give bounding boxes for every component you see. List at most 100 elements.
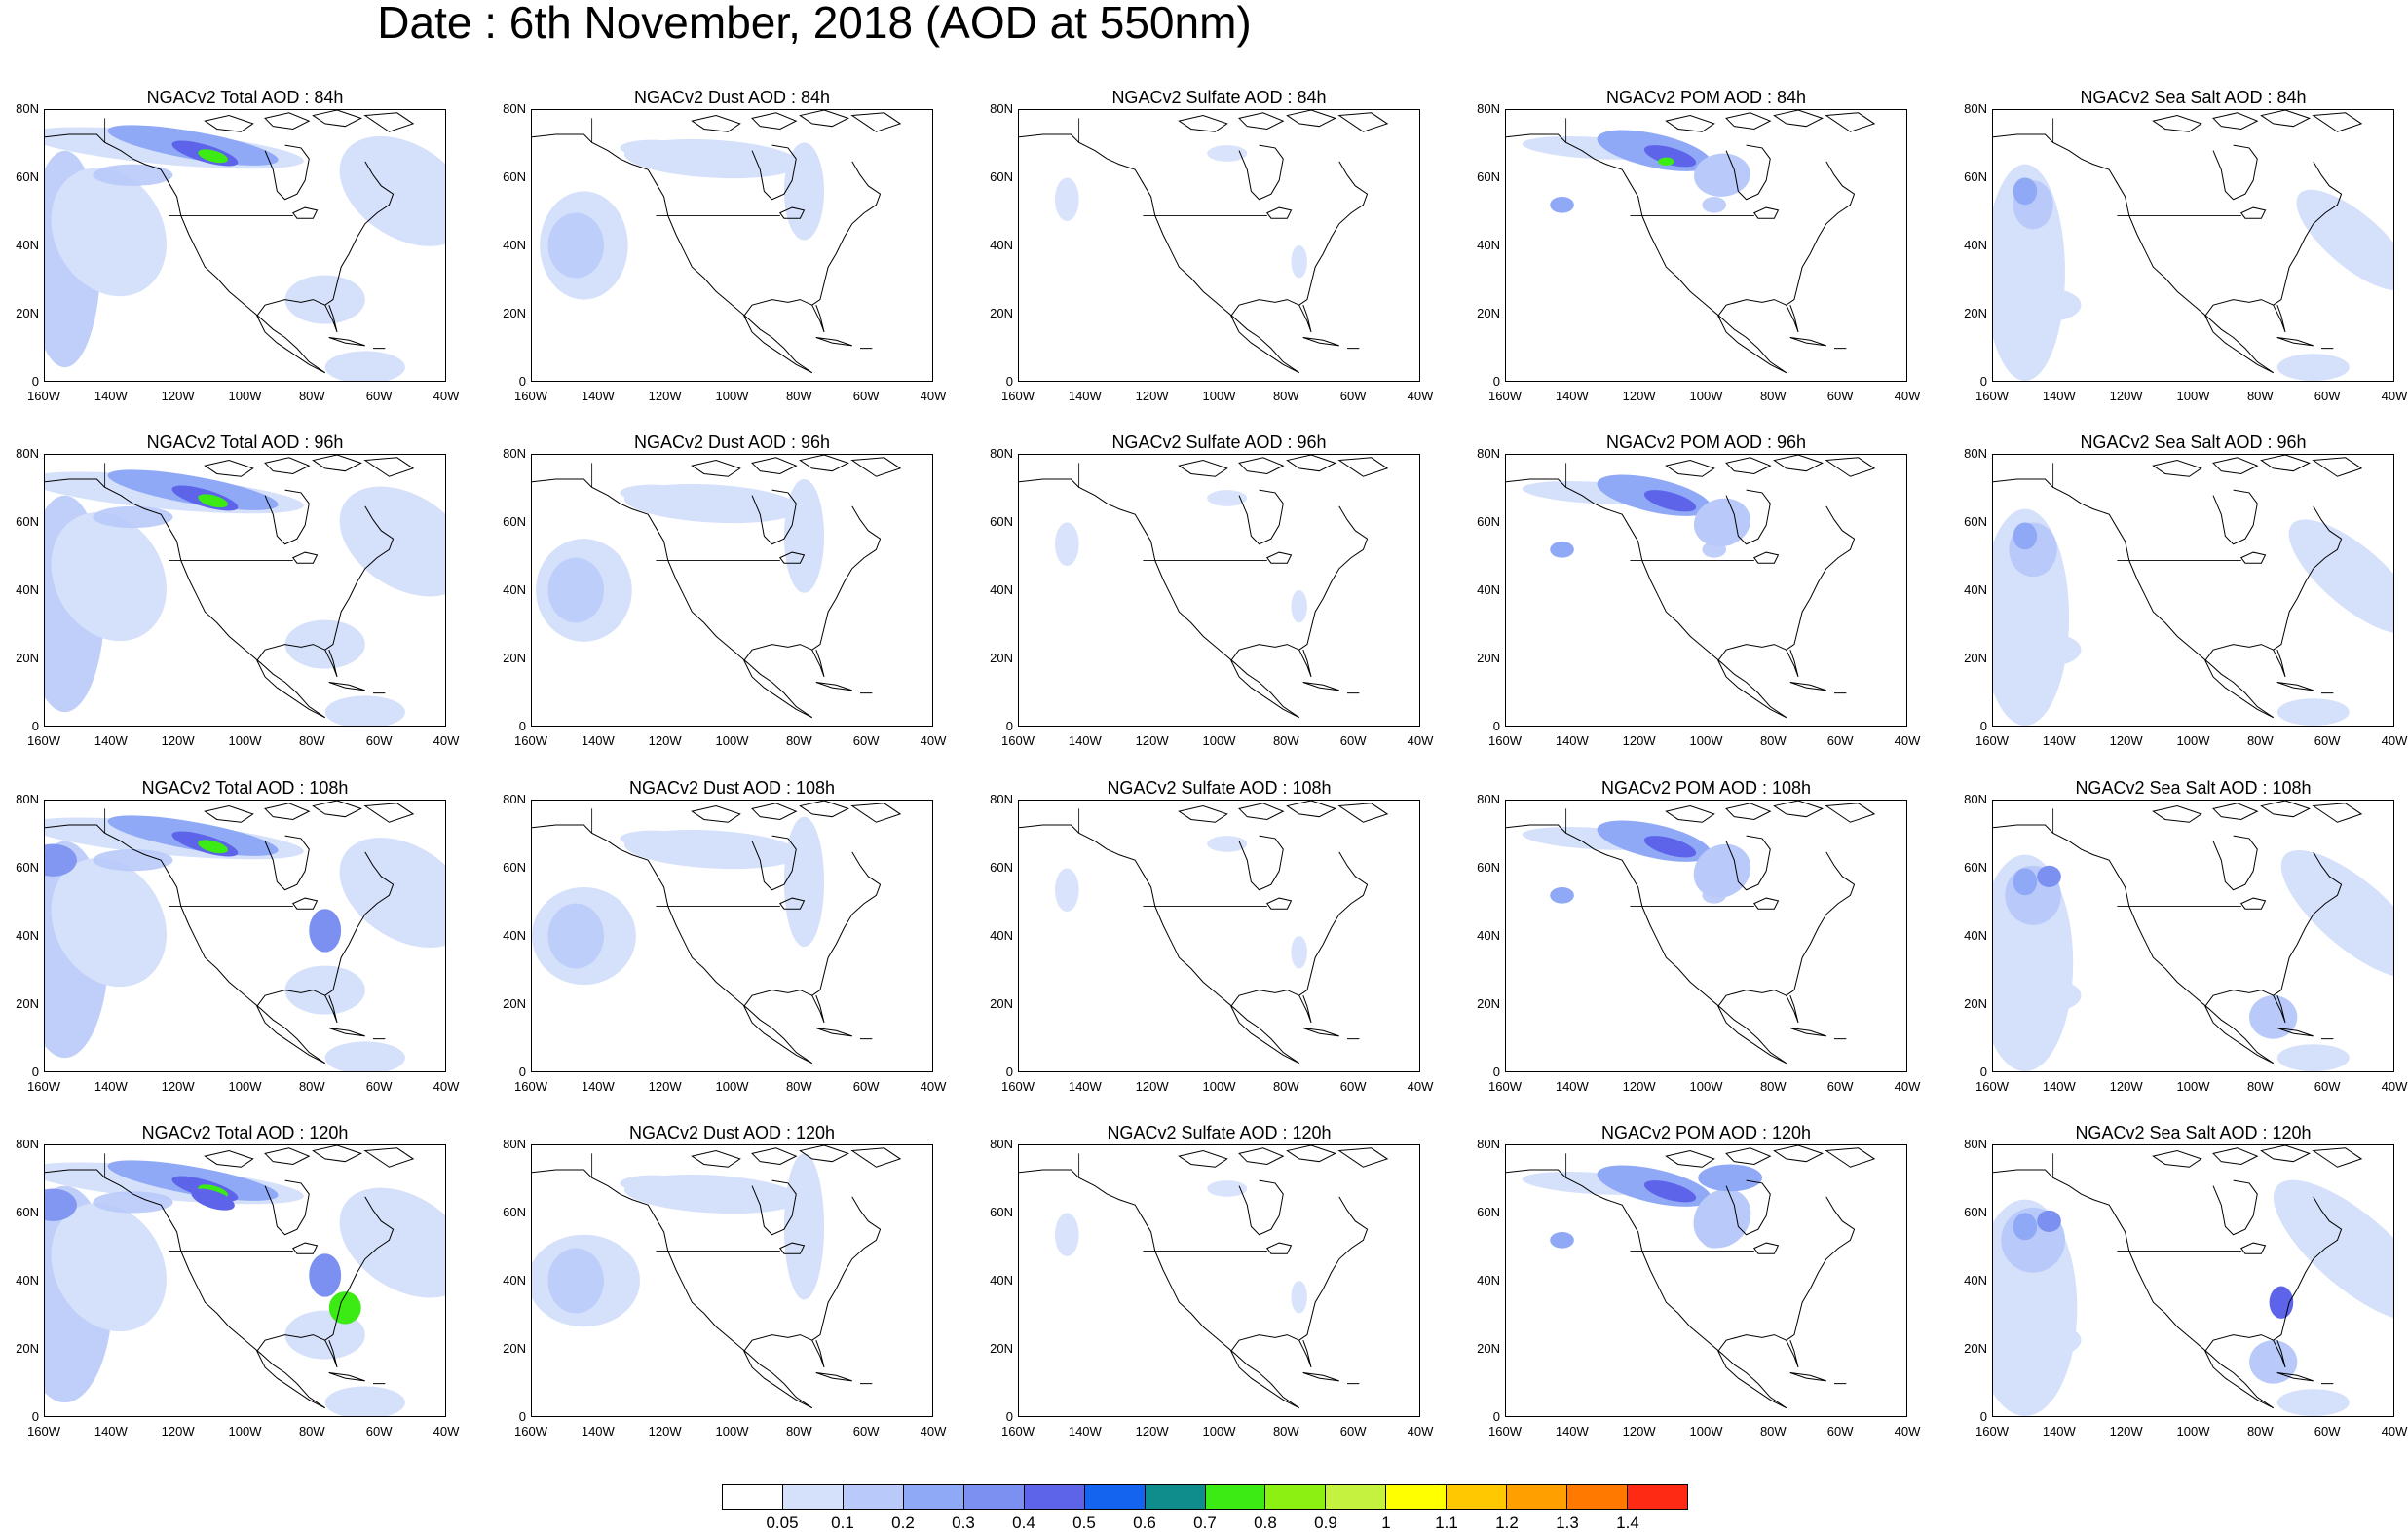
lon-label: 40W bbox=[2381, 389, 2408, 403]
lat-label: 40N bbox=[1477, 582, 1500, 597]
colorbar-box bbox=[1145, 1485, 1206, 1509]
lon-label: 80W bbox=[1272, 389, 1299, 403]
coastline bbox=[257, 1197, 394, 1408]
lat-label: 20N bbox=[1964, 996, 1987, 1011]
coastline bbox=[816, 338, 852, 346]
panel-title: NGACv2 POM AOD : 120h bbox=[1600, 1123, 1812, 1142]
lat-label: 20N bbox=[1964, 1341, 1987, 1356]
coastline bbox=[1826, 1148, 1874, 1167]
map-frame bbox=[1992, 1144, 2394, 1417]
lon-label: 40W bbox=[433, 1424, 460, 1439]
lat-label: 20N bbox=[990, 651, 1013, 665]
lon-label: 140W bbox=[2042, 1424, 2076, 1439]
lon-label: 140W bbox=[1555, 733, 1589, 748]
lat-label: 0 bbox=[31, 374, 39, 389]
colorbar bbox=[722, 1484, 1688, 1510]
coastline bbox=[2153, 806, 2201, 823]
lon-label: 40W bbox=[920, 733, 947, 748]
lon-label: 160W bbox=[27, 1079, 60, 1094]
panel-title: NGACv2 Sea Salt AOD : 84h bbox=[2080, 88, 2307, 107]
lat-label: 60N bbox=[1477, 514, 1500, 529]
aod-plume bbox=[284, 619, 365, 669]
lon-label: 40W bbox=[1894, 733, 1921, 748]
lat-label: 80N bbox=[16, 446, 39, 461]
aod-plume bbox=[93, 505, 173, 529]
lon-label: 40W bbox=[2381, 1424, 2408, 1439]
lat-label: 20N bbox=[503, 306, 526, 320]
coastline bbox=[1303, 338, 1339, 346]
lat-label: 60N bbox=[503, 1205, 526, 1219]
coastline bbox=[800, 455, 847, 471]
coastline bbox=[1267, 552, 1292, 563]
lon-label: 160W bbox=[514, 389, 547, 403]
lon-label: 120W bbox=[1135, 389, 1169, 403]
lon-label: 100W bbox=[228, 1424, 262, 1439]
coastline bbox=[752, 803, 796, 820]
lat-label: 80N bbox=[990, 446, 1013, 461]
coastline bbox=[816, 683, 852, 691]
lat-label: 80N bbox=[1964, 1137, 1987, 1151]
lon-label: 60W bbox=[365, 733, 393, 748]
lon-label: 60W bbox=[852, 389, 880, 403]
aod-plume bbox=[1693, 498, 1750, 547]
panel-title: NGACv2 Total AOD : 108h bbox=[141, 778, 349, 798]
coastline bbox=[2153, 1151, 2201, 1168]
lat-label: 0 bbox=[518, 1065, 526, 1079]
aod-plume bbox=[1054, 522, 1079, 566]
coastline bbox=[752, 1180, 796, 1235]
coastline bbox=[1718, 506, 1855, 718]
coastline bbox=[1231, 506, 1368, 718]
aod-plume bbox=[1694, 153, 1750, 197]
coastline bbox=[1179, 461, 1226, 477]
coastline bbox=[752, 145, 796, 200]
lat-label: 40N bbox=[16, 238, 39, 252]
aod-plume bbox=[2276, 1389, 2350, 1416]
coastline bbox=[2213, 113, 2257, 130]
coastline bbox=[205, 116, 252, 132]
coastline bbox=[1790, 1373, 1826, 1381]
lat-label: 60N bbox=[990, 169, 1013, 184]
lon-label: 80W bbox=[298, 1079, 325, 1094]
lon-label: 160W bbox=[27, 733, 60, 748]
coastline bbox=[257, 162, 394, 373]
coastline bbox=[812, 650, 824, 677]
lon-label: 120W bbox=[1622, 733, 1656, 748]
lon-label: 60W bbox=[1339, 389, 1367, 403]
coastline bbox=[1287, 1145, 1335, 1162]
map-frame bbox=[531, 800, 933, 1072]
lon-label: 40W bbox=[1407, 389, 1434, 403]
lon-label: 60W bbox=[1339, 733, 1367, 748]
lon-label: 60W bbox=[365, 1079, 393, 1094]
coastline bbox=[2213, 1180, 2257, 1235]
lat-label: 60N bbox=[16, 860, 39, 875]
coastline bbox=[1754, 207, 1779, 218]
aod-plume bbox=[51, 512, 167, 642]
map-frame bbox=[531, 109, 933, 382]
coastline bbox=[313, 801, 360, 817]
panel-title: NGACv2 Total AOD : 96h bbox=[146, 432, 344, 452]
coastline bbox=[1239, 803, 1283, 820]
lon-label: 140W bbox=[1068, 1079, 1102, 1094]
lon-label: 160W bbox=[27, 1424, 60, 1439]
lon-label: 120W bbox=[648, 733, 682, 748]
lon-label: 160W bbox=[1488, 733, 1522, 748]
lat-label: 0 bbox=[1492, 719, 1500, 733]
map-frame bbox=[1018, 454, 1420, 727]
coastline bbox=[1239, 113, 1283, 130]
aod-plume bbox=[198, 494, 228, 508]
lon-label: 40W bbox=[1407, 1424, 1434, 1439]
coastline bbox=[1339, 803, 1387, 822]
lat-label: 40N bbox=[503, 238, 526, 252]
map-frame bbox=[1018, 1144, 1420, 1417]
aod-plume bbox=[1291, 590, 1307, 623]
colorbar-label: 0.9 bbox=[1314, 1513, 1337, 1532]
lon-label: 80W bbox=[2246, 1424, 2274, 1439]
lat-label: 0 bbox=[1005, 1409, 1013, 1424]
lat-label: 80N bbox=[503, 792, 526, 806]
coastline bbox=[1231, 1197, 1368, 1408]
colorbar-label: 0.5 bbox=[1072, 1513, 1096, 1532]
colorbar-box bbox=[1326, 1485, 1387, 1509]
aod-plume bbox=[1643, 836, 1697, 858]
aod-map bbox=[1019, 1145, 1419, 1416]
aod-plume bbox=[198, 840, 228, 854]
